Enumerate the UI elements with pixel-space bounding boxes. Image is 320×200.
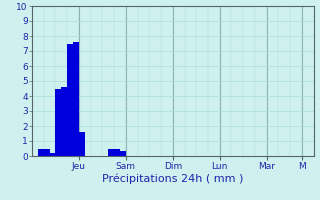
Bar	[50, 153, 55, 156]
Bar	[38, 149, 44, 156]
Bar	[61, 87, 67, 156]
X-axis label: Précipitations 24h ( mm ): Précipitations 24h ( mm )	[102, 173, 244, 184]
Bar	[114, 148, 120, 156]
Bar	[67, 44, 73, 156]
Bar	[44, 149, 50, 156]
Bar	[79, 132, 85, 156]
Bar	[55, 88, 61, 156]
Bar	[73, 42, 79, 156]
Bar	[108, 148, 114, 156]
Bar	[120, 151, 126, 156]
